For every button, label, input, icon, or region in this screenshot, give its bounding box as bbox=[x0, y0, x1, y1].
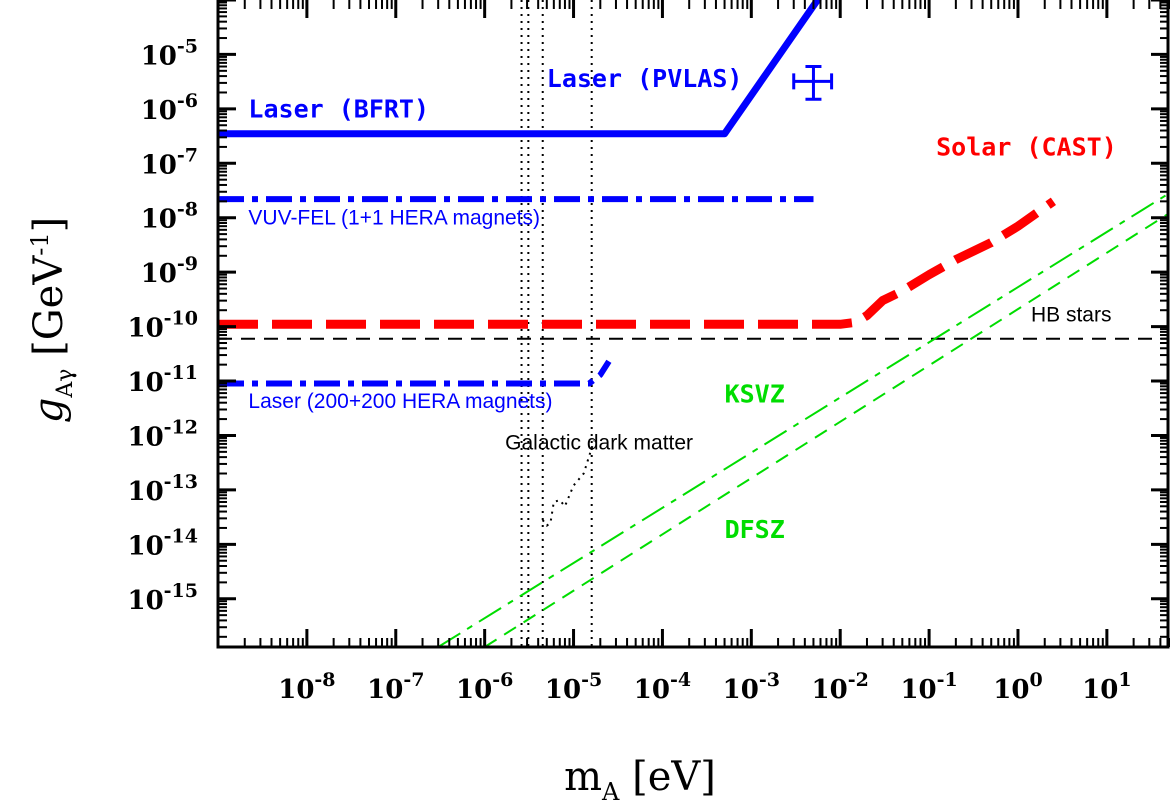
x-tick-label: 10-1 bbox=[900, 669, 957, 705]
x-tick-label: 100 bbox=[993, 669, 1042, 705]
y-tick-label: 10-8 bbox=[141, 199, 198, 235]
y-tick-label: 10-6 bbox=[141, 90, 198, 126]
y-tick-label: 10-13 bbox=[127, 471, 198, 507]
annotation-laser-bfrt: Laser (BFRT) bbox=[248, 94, 429, 123]
y-tick-label: 10-12 bbox=[127, 416, 198, 452]
series-dfsz bbox=[484, 212, 1169, 647]
y-tick-label: 10-9 bbox=[141, 253, 198, 289]
annotation-hb-stars: HB stars bbox=[1031, 303, 1112, 326]
x-tick-label: 10-8 bbox=[278, 669, 335, 705]
x-tick-label: 10-7 bbox=[367, 669, 424, 705]
y-tick-label: 10-5 bbox=[141, 35, 198, 71]
series-solar-cast bbox=[218, 197, 1056, 329]
x-tick-label: 10-3 bbox=[723, 669, 780, 705]
axis-ticks bbox=[216, 0, 1170, 647]
y-tick-label: 10-10 bbox=[127, 308, 198, 344]
x-tick-label: 101 bbox=[1082, 669, 1131, 705]
x-axis-label: mA [eV] bbox=[564, 754, 716, 806]
pvlas-point bbox=[792, 65, 834, 101]
annotation-dfsz: DFSZ bbox=[725, 515, 785, 544]
x-tick-label: 10-5 bbox=[545, 669, 602, 705]
annotation-solar-cast: Solar (CAST) bbox=[936, 132, 1117, 161]
annotation-vuv-fel-1-1-hera-magnets: VUV-FEL (1+1 HERA magnets) bbox=[248, 207, 540, 230]
x-tick-label: 10-2 bbox=[812, 669, 869, 705]
y-tick-label: 10-15 bbox=[127, 580, 198, 616]
x-tick-label: 10-6 bbox=[456, 669, 513, 705]
x-tick-label: 10-4 bbox=[634, 669, 691, 705]
annotation-laser-200-200-hera-magnets: Laser (200+200 HERA magnets) bbox=[248, 390, 552, 413]
annotation-ksvz: KSVZ bbox=[725, 380, 785, 409]
y-tick-label: 10-11 bbox=[127, 362, 198, 398]
series-laser-200-200-hera-magnets bbox=[218, 359, 612, 387]
series-galactic-dark-matter bbox=[541, 440, 595, 527]
plot-frame bbox=[216, 0, 1170, 649]
y-tick-label: 10-14 bbox=[127, 525, 198, 561]
annotation-laser-pvlas: Laser (PVLAS) bbox=[547, 64, 743, 93]
series-laser-bfrt bbox=[218, 0, 822, 138]
series-ksvz bbox=[437, 192, 1169, 647]
y-tick-label: 10-7 bbox=[141, 144, 198, 180]
y-axis-label: gAγ [GeV-1] bbox=[26, 217, 78, 424]
annotation-galactic-dark-matter: Galactic dark matter bbox=[505, 432, 693, 455]
